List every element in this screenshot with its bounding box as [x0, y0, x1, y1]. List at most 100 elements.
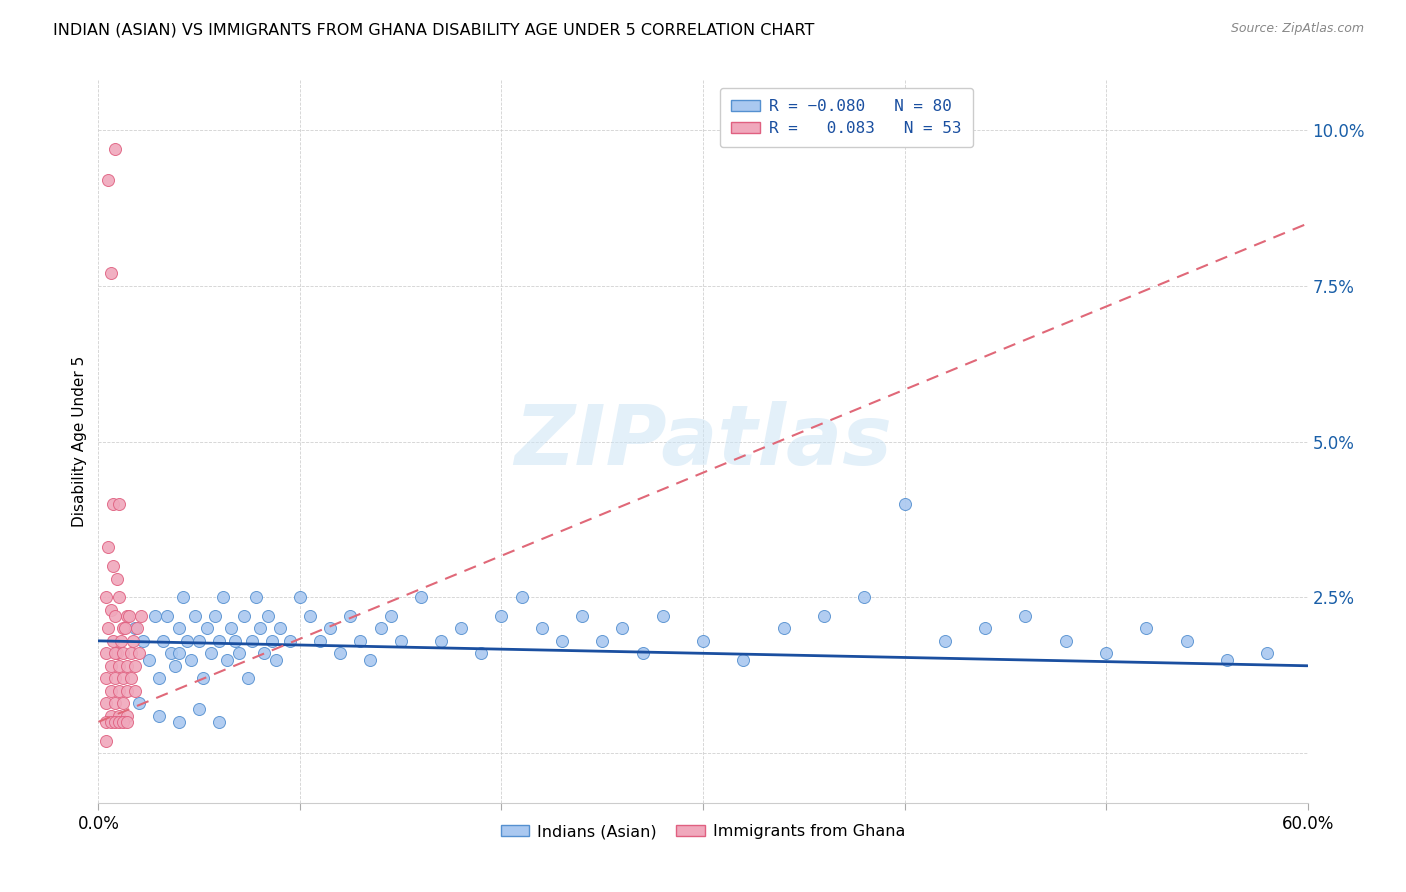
Point — [232, 609, 254, 624]
Point — [733, 652, 755, 666]
Point — [167, 714, 190, 729]
Point — [772, 621, 794, 635]
Point — [125, 621, 148, 635]
Point — [288, 591, 311, 605]
Point — [107, 591, 129, 605]
Point — [100, 708, 122, 723]
Point — [188, 702, 211, 716]
Point — [245, 591, 267, 605]
Point — [853, 591, 876, 605]
Point — [217, 652, 239, 666]
Point — [450, 621, 472, 635]
Point — [974, 621, 997, 635]
Point — [96, 671, 118, 685]
Point — [111, 646, 134, 660]
Point — [103, 646, 125, 660]
Point — [491, 609, 513, 624]
Point — [228, 646, 250, 660]
Point — [1135, 621, 1157, 635]
Point — [309, 633, 332, 648]
Point — [115, 708, 138, 723]
Point — [200, 646, 222, 660]
Point — [269, 621, 291, 635]
Point — [114, 621, 136, 635]
Point — [651, 609, 673, 624]
Point — [120, 671, 142, 685]
Point — [128, 696, 150, 710]
Point — [380, 609, 402, 624]
Point — [124, 621, 146, 635]
Point — [96, 591, 118, 605]
Point — [339, 609, 361, 624]
Point — [110, 633, 132, 648]
Point — [692, 633, 714, 648]
Point — [96, 646, 118, 660]
Point — [631, 646, 654, 660]
Point — [152, 633, 174, 648]
Point — [893, 497, 915, 511]
Point — [115, 609, 138, 624]
Point — [1014, 609, 1036, 624]
Point — [138, 652, 160, 666]
Point — [97, 173, 120, 187]
Point — [167, 621, 190, 635]
Point — [103, 142, 125, 156]
Point — [278, 633, 301, 648]
Point — [124, 658, 146, 673]
Point — [129, 609, 152, 624]
Point — [370, 621, 392, 635]
Point — [167, 646, 190, 660]
Point — [107, 714, 129, 729]
Point — [100, 683, 122, 698]
Point — [172, 591, 194, 605]
Point — [329, 646, 352, 660]
Point — [188, 633, 211, 648]
Point — [101, 559, 124, 574]
Point — [111, 696, 134, 710]
Point — [256, 609, 278, 624]
Point — [132, 633, 155, 648]
Point — [193, 671, 215, 685]
Point — [111, 621, 134, 635]
Point — [107, 497, 129, 511]
Point — [103, 671, 125, 685]
Point — [591, 633, 613, 648]
Point — [208, 633, 231, 648]
Point — [107, 708, 129, 723]
Point — [208, 714, 231, 729]
Point — [319, 621, 342, 635]
Point — [120, 646, 142, 660]
Point — [100, 266, 122, 280]
Point — [430, 633, 453, 648]
Point — [813, 609, 835, 624]
Point — [103, 696, 125, 710]
Point — [360, 652, 382, 666]
Text: Source: ZipAtlas.com: Source: ZipAtlas.com — [1230, 22, 1364, 36]
Point — [103, 714, 125, 729]
Point — [389, 633, 412, 648]
Point — [195, 621, 218, 635]
Point — [97, 541, 120, 555]
Point — [221, 621, 243, 635]
Point — [148, 708, 170, 723]
Point — [156, 609, 179, 624]
Point — [204, 609, 226, 624]
Point — [163, 658, 186, 673]
Point — [107, 658, 129, 673]
Point — [115, 683, 138, 698]
Point — [97, 621, 120, 635]
Point — [1216, 652, 1239, 666]
Point — [1095, 646, 1118, 660]
Point — [105, 572, 128, 586]
Point — [409, 591, 432, 605]
Point — [1256, 646, 1278, 660]
Point — [160, 646, 183, 660]
Point — [111, 714, 134, 729]
Point — [184, 609, 207, 624]
Point — [470, 646, 492, 660]
Point — [240, 633, 263, 648]
Point — [96, 733, 118, 747]
Point — [105, 646, 128, 660]
Point — [551, 633, 574, 648]
Point — [118, 609, 141, 624]
